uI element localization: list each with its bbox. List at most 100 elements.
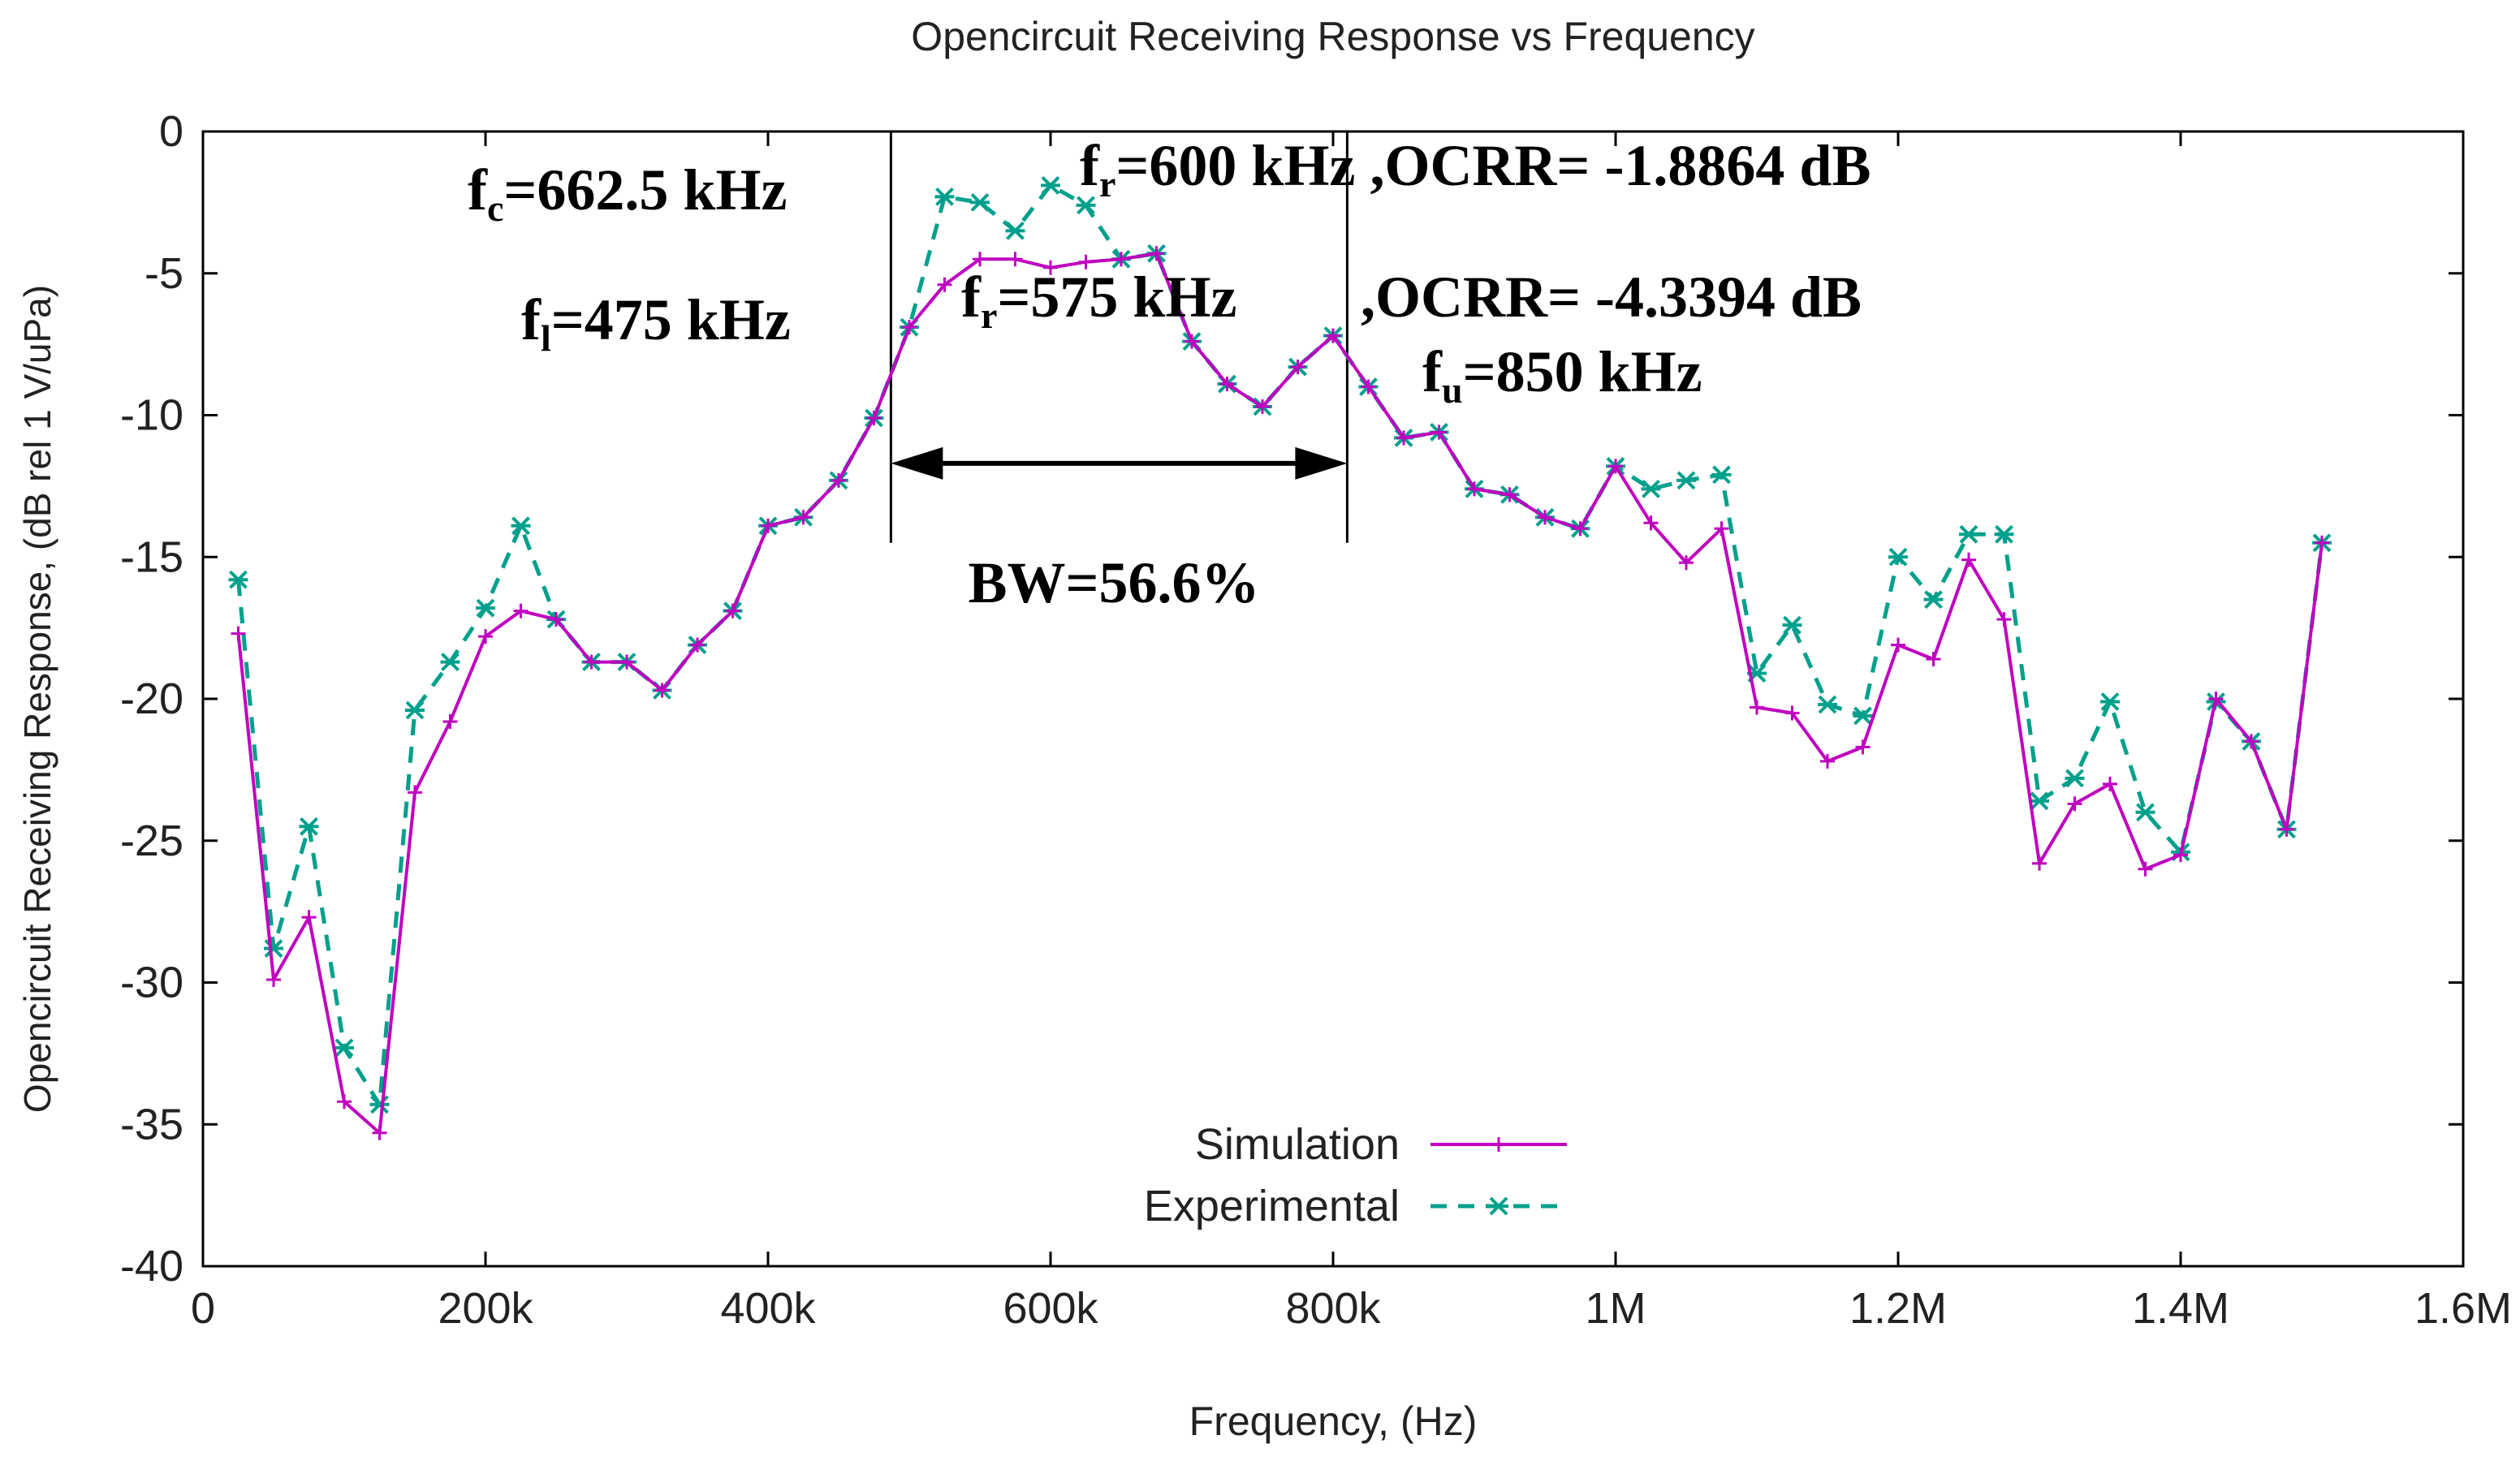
data-point-simulation (1290, 360, 1305, 375)
legend-samples (1430, 1137, 1567, 1216)
band-markers (889, 131, 1348, 543)
x-tick-label: 0 (191, 1284, 215, 1333)
data-point-simulation (761, 518, 775, 533)
data-point-simulation (442, 713, 458, 729)
y-tick-label: -35 (120, 1100, 183, 1149)
data-point-simulation (1467, 481, 1482, 497)
data-point-experimental (970, 192, 990, 212)
data-point-simulation (1008, 252, 1023, 267)
data-point-experimental (1994, 524, 2014, 544)
data-point-experimental (2135, 803, 2155, 822)
annotation-fr-exp-sub: r (1099, 163, 1115, 205)
annotation-fc-text: =662.5 kHz (503, 157, 787, 222)
data-point-experimental (2030, 791, 2049, 811)
data-point-experimental (440, 653, 460, 671)
annotation-fu-sub: u (1442, 369, 1463, 411)
data-point-simulation (1573, 521, 1588, 537)
x-tick-label: 600k (1003, 1284, 1098, 1333)
data-point-simulation (337, 1094, 352, 1110)
data-point-experimental (1641, 479, 1661, 498)
annotation-fl-sub: l (541, 317, 551, 359)
bandwidth-label: BW=56.6% (968, 550, 1259, 615)
data-point-simulation (584, 654, 599, 670)
data-point-simulation (866, 410, 882, 425)
annotation-fr-experimental: fr=600 kHz ,OCRR= -1.8864 dB (1080, 133, 1871, 205)
data-point-simulation (1255, 399, 1270, 415)
data-point-simulation (973, 252, 987, 267)
data-point-simulation (2103, 776, 2117, 791)
annotation-fr-exp-text: =600 kHz ,OCRR= -1.8864 dB (1115, 133, 1871, 198)
data-point-simulation (2208, 692, 2224, 706)
data-point-experimental (369, 1095, 390, 1114)
x-tick-label: 1.2M (1849, 1284, 1947, 1333)
y-tick-label: -10 (120, 391, 183, 440)
data-point-simulation (2315, 535, 2329, 550)
y-tick-label: -25 (120, 817, 183, 865)
data-point-simulation (372, 1125, 387, 1140)
y-tick-label: -20 (120, 674, 183, 723)
annotation-fr-simulation: fr=575 kHz (961, 265, 1236, 336)
series-layer (228, 175, 2332, 1140)
data-point-simulation (1714, 521, 1729, 537)
y-tick-label: -15 (120, 532, 183, 581)
data-point-simulation (231, 626, 246, 641)
data-point-simulation (1431, 425, 1447, 440)
data-point-simulation (2138, 861, 2153, 877)
annotation-fc-sub: c (487, 187, 503, 229)
annotation-fu: fu=850 kHz (1422, 339, 1702, 411)
chart-title: Opencircuit Receiving Response vs Freque… (911, 14, 1754, 59)
annotation-fl-text: =475 kHz (551, 287, 791, 352)
annotation-fu-base: f (1422, 339, 1443, 404)
data-point-simulation (654, 683, 670, 698)
data-point-simulation (1043, 260, 1058, 275)
data-point-simulation (1996, 612, 2012, 627)
x-tick-label: 1.6M (2414, 1284, 2512, 1333)
data-point-experimental (1959, 524, 1978, 544)
data-point-simulation (1679, 555, 1694, 571)
annotation-fr-sim-sub: r (981, 295, 997, 336)
annotation-fl: fl=475 kHz (521, 287, 791, 359)
data-point-experimental (299, 817, 319, 836)
data-point-simulation (690, 637, 705, 653)
data-point-simulation (619, 654, 634, 670)
data-point-experimental (511, 516, 531, 536)
annotation-fu-text: =850 kHz (1463, 339, 1702, 404)
data-point-experimental (2065, 769, 2085, 788)
data-point-simulation (1784, 705, 1800, 721)
annotation-fr-sim-base: f (961, 265, 982, 330)
data-point-experimental (1853, 706, 1873, 726)
data-point-simulation (2279, 821, 2294, 837)
legend: Simulation Experimental (1144, 1120, 1567, 1230)
x-tick-label: 800k (1285, 1284, 1381, 1333)
data-point-simulation (1926, 652, 1941, 667)
bandwidth-arrow-left-head (891, 446, 943, 480)
data-point-simulation (1078, 254, 1094, 269)
data-point-simulation (937, 277, 952, 292)
data-point-experimental (1782, 615, 1802, 635)
annotation-fr-sim-text: =575 kHz (997, 265, 1236, 330)
data-point-experimental (1923, 590, 1944, 610)
data-point-experimental (1076, 196, 1096, 215)
data-point-simulation (478, 629, 493, 644)
data-point-simulation (725, 603, 740, 618)
data-point-experimental (476, 598, 495, 618)
data-point-experimental (334, 1038, 354, 1058)
data-point-experimental (1888, 547, 1908, 567)
data-point-simulation (1891, 637, 1905, 653)
data-point-experimental (1676, 471, 1696, 490)
legend-sample-marker-simulation (1491, 1137, 1506, 1152)
data-point-simulation (1326, 328, 1340, 343)
y-ticks: 0 -5 -10 -15 -20 -25 -30 -35 -40 (120, 107, 2463, 1291)
data-point-simulation (1149, 246, 1164, 261)
data-point-simulation (301, 910, 317, 925)
data-point-experimental (405, 700, 425, 720)
x-tick-label: 400k (720, 1284, 816, 1333)
data-point-simulation (2067, 796, 2082, 812)
data-point-simulation (1750, 700, 1764, 715)
data-point-experimental (2100, 692, 2120, 711)
data-point-simulation (796, 510, 811, 525)
data-point-simulation (1855, 739, 1871, 755)
data-point-simulation (513, 603, 529, 618)
data-point-simulation (1361, 379, 1376, 394)
